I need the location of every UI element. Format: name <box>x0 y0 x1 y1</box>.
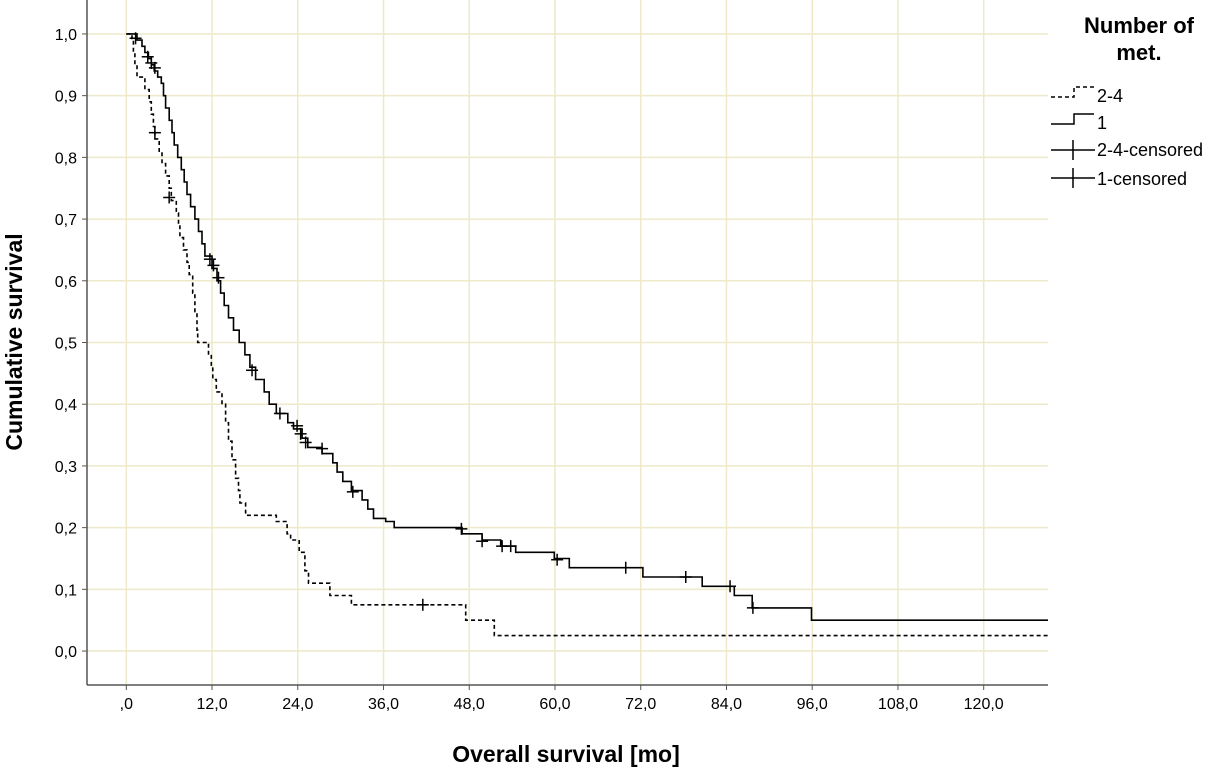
censor-mark-1 <box>455 522 468 535</box>
censor-mark-1 <box>203 253 216 266</box>
legend-swatch-1 <box>1051 113 1094 125</box>
censor-mark-1 <box>476 535 489 548</box>
legend-label-1: 1 <box>1097 113 1107 133</box>
y-axis-title: Cumulative survival <box>1 233 27 450</box>
censor-mark-1 <box>316 442 329 455</box>
x-axis-title: Overall survival [mo] <box>452 741 680 767</box>
censor-mark-1 <box>746 601 759 614</box>
series-line-2-4 <box>126 33 1048 637</box>
censor-mark-1 <box>141 50 154 63</box>
censor-mark-1 <box>291 419 304 432</box>
y-tick-label: 0,7 <box>55 212 77 229</box>
legend-swatch-1-censored <box>1051 168 1095 188</box>
censor-mark-1 <box>148 61 161 74</box>
legend-label-2-4: 2-4 <box>1097 86 1123 106</box>
y-tick-labels: 0,0 0,1 0,2 0,3 0,4 0,5 0,6 0,7 0,8 0,9 1,0 <box>55 27 77 661</box>
y-tick-label: 0,8 <box>55 150 77 167</box>
censor-marks <box>129 32 759 614</box>
x-tick-label: 24,0 <box>282 696 313 713</box>
y-tick-label: 0,3 <box>55 459 77 476</box>
x-tick-label: 60,0 <box>539 696 570 713</box>
legend-swatch-2-4-censored <box>1051 140 1095 160</box>
x-tick-label: 120,0 <box>964 696 1004 713</box>
x-tick-label: 48,0 <box>454 696 485 713</box>
censor-mark-1 <box>551 553 564 566</box>
censor-mark-1 <box>212 271 225 284</box>
censor-mark-1 <box>679 571 692 584</box>
x-tick-label: 96,0 <box>797 696 828 713</box>
x-tick-label: 84,0 <box>711 696 742 713</box>
censor-mark-1 <box>294 427 307 440</box>
y-tick-label: 1,0 <box>55 27 77 44</box>
censor-mark-1 <box>504 540 517 553</box>
grid <box>87 0 1048 685</box>
axes <box>82 0 1048 690</box>
y-tick-label: 0,5 <box>55 336 77 353</box>
series-line-1 <box>126 33 1048 621</box>
legend: Number of met. 2-4 1 2-4-censored 1-cens… <box>1051 13 1203 189</box>
series-group <box>126 33 1048 637</box>
legend-title-line-1: Number of <box>1084 13 1195 38</box>
censor-mark-1 <box>273 407 286 420</box>
y-tick-label: 0,4 <box>55 397 77 414</box>
y-tick-label: 0,2 <box>55 521 77 538</box>
legend-swatch-2-4 <box>1051 86 1094 98</box>
x-tick-label: 108,0 <box>878 696 918 713</box>
censor-mark-1 <box>299 436 312 449</box>
legend-label-1-censored: 1-censored <box>1097 169 1187 189</box>
y-tick-label: 0,9 <box>55 89 77 106</box>
censor-mark-2-4 <box>163 191 176 204</box>
censor-mark-1 <box>724 580 737 593</box>
x-tick-label: 12,0 <box>196 696 227 713</box>
x-tick-labels: ,0 12,0 24,0 36,0 48,0 60,0 72,0 84,0 96,0 108,0 1… <box>120 696 1004 713</box>
y-tick-label: 0,6 <box>55 274 77 291</box>
x-tick-label: 72,0 <box>625 696 656 713</box>
censor-mark-2-4 <box>416 598 429 611</box>
censor-mark-1 <box>129 32 142 45</box>
censor-mark-1 <box>207 259 220 272</box>
censor-mark-1 <box>619 561 632 574</box>
x-tick-label: ,0 <box>120 696 133 713</box>
censor-mark-1 <box>246 364 259 377</box>
y-tick-label: 0,1 <box>55 582 77 599</box>
x-tick-label: 36,0 <box>368 696 399 713</box>
y-tick-label: 0,0 <box>55 644 77 661</box>
legend-label-2-4-censored: 2-4-censored <box>1097 140 1203 160</box>
censor-mark-1 <box>346 485 359 498</box>
censor-mark-2-4 <box>148 126 161 139</box>
legend-title-line-2: met. <box>1116 40 1161 65</box>
